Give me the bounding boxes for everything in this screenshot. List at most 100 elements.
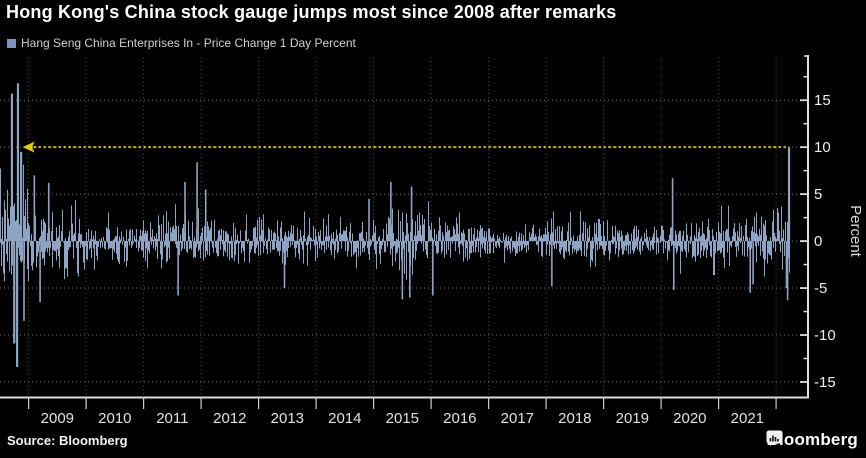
price-change-bar (23, 236, 24, 242)
price-change-bar (414, 235, 415, 242)
price-change-bar (532, 240, 533, 242)
price-change-bar (553, 211, 554, 242)
price-change-bar (661, 231, 662, 242)
price-change-bar (761, 227, 762, 242)
price-change-bar (84, 241, 85, 270)
price-change-bar (547, 241, 548, 245)
price-change-bar (308, 235, 309, 242)
price-change-bar (227, 233, 228, 242)
price-change-bar (1, 241, 2, 266)
price-change-bar (691, 238, 692, 242)
price-change-bar (58, 236, 59, 242)
price-change-bar (176, 225, 177, 242)
price-change-bar (696, 223, 697, 242)
price-change-bar (230, 241, 231, 244)
price-change-bar (182, 228, 183, 242)
price-change-bar (109, 241, 110, 249)
price-change-bar (579, 234, 580, 242)
price-change-bar (742, 241, 743, 256)
price-change-bar (160, 241, 161, 255)
price-change-bar (546, 241, 547, 255)
price-change-bar (310, 237, 311, 242)
x-year-label: 2018 (558, 410, 591, 427)
price-change-bar (727, 229, 728, 242)
price-change-bar (461, 241, 462, 244)
price-change-bar (493, 241, 494, 254)
price-change-bar (278, 241, 279, 252)
price-change-bar (602, 241, 603, 245)
price-change-bar (577, 236, 578, 242)
price-change-bar (568, 222, 569, 242)
price-change-bar (682, 235, 683, 242)
price-change-bar (697, 238, 698, 242)
price-change-bar (218, 241, 219, 256)
price-change-bar (117, 227, 118, 242)
price-change-bar (656, 241, 657, 255)
price-change-bar (694, 241, 695, 257)
price-change-bar (635, 241, 636, 249)
price-change-bar (229, 241, 230, 261)
price-change-bar (82, 241, 83, 247)
price-change-bar (457, 226, 458, 242)
price-change-bar (401, 241, 402, 245)
price-change-bar (775, 241, 776, 252)
price-change-bar (341, 241, 342, 249)
price-change-bar (562, 241, 563, 248)
price-change-bar (146, 241, 147, 249)
price-change-bar (548, 232, 549, 242)
price-change-bar (183, 223, 184, 242)
price-change-bar (244, 241, 245, 262)
price-change-bar (574, 241, 575, 243)
price-change-bar (262, 230, 263, 242)
price-change-bar (404, 241, 405, 274)
price-change-bar (757, 241, 758, 243)
price-change-bar (429, 226, 430, 242)
price-change-bar (298, 241, 299, 254)
price-change-bar (223, 241, 224, 257)
price-change-bar (468, 229, 469, 242)
price-change-bar (36, 241, 37, 268)
price-change-bar (452, 241, 453, 244)
price-change-bar (405, 235, 406, 242)
price-change-bar (774, 239, 775, 242)
price-change-bar (37, 241, 38, 257)
price-change-bar (131, 241, 132, 248)
price-change-bar (658, 238, 659, 242)
price-change-bar (336, 229, 337, 242)
price-change-bar (263, 214, 264, 242)
price-change-bar (287, 237, 288, 242)
price-change-bar (84, 241, 85, 249)
price-change-bar (709, 241, 710, 246)
price-change-bar (707, 226, 708, 242)
price-change-bar (226, 231, 227, 242)
price-change-bar (103, 236, 104, 242)
price-change-bar (350, 223, 351, 242)
price-change-bar (240, 230, 241, 242)
price-change-bar (758, 241, 759, 246)
price-change-bar (320, 241, 321, 244)
price-change-bar (348, 241, 349, 251)
price-change-bar (523, 235, 524, 242)
price-change-bar (215, 241, 216, 246)
price-change-bar (511, 236, 512, 242)
price-change-bar (111, 241, 112, 247)
price-change-bar (442, 241, 443, 251)
price-change-bar (580, 241, 581, 251)
price-change-bar (294, 240, 295, 242)
price-change-bar (521, 241, 522, 252)
price-change-bar (646, 241, 647, 246)
price-change-bar (156, 233, 157, 242)
price-change-bar (579, 241, 580, 249)
price-change-bar (396, 241, 397, 254)
price-change-bar (625, 235, 626, 242)
price-change-bar (454, 228, 455, 242)
price-change-bar (2, 241, 3, 245)
price-change-bar (599, 241, 600, 249)
price-change-bar (607, 220, 608, 242)
price-change-bar (311, 238, 312, 242)
price-change-bar (81, 241, 82, 245)
price-change-bar (724, 241, 725, 269)
price-change-bar (28, 223, 29, 242)
price-change-bar (260, 241, 261, 256)
price-change-bar (638, 229, 639, 242)
